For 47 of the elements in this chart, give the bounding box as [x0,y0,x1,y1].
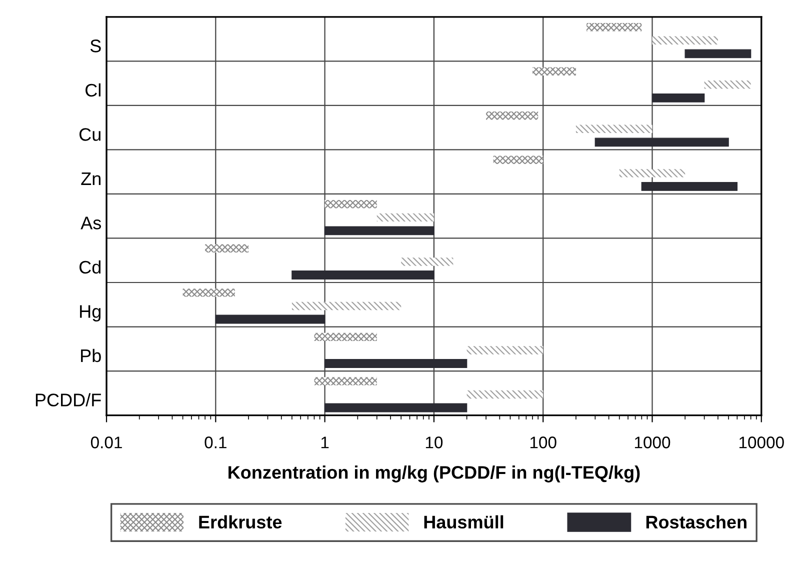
y-tick-label: Hg [80,305,100,322]
bar [641,182,738,191]
bar [652,93,705,102]
bar [314,332,377,342]
bar [493,156,544,164]
bar [619,169,686,178]
legend-label: Hausmüll [424,515,504,529]
y-tick-label: As [80,216,101,230]
bar [401,258,454,266]
bar [324,403,468,412]
bar [652,36,718,45]
bar [292,270,434,280]
bar [586,23,642,32]
bar [532,67,576,76]
y-tick-label: S [90,40,101,52]
bar [594,138,729,147]
x-axis-title: Konzentration in mg/kg (PCDD/F in ng(I-TEQ/kg) [228,466,640,482]
bar [324,200,377,208]
legend-label: Erdkruste [199,515,282,529]
bar [486,112,538,120]
x-tick-label: 10 [426,436,443,448]
bar [292,302,402,310]
bar [182,288,235,297]
bar [576,124,652,134]
y-tick-label: Cl [86,83,100,97]
bar [215,314,326,324]
legend-label: Rostaschen [646,515,746,529]
bar [324,226,434,236]
x-tick-label: 0.01 [90,436,122,448]
bar [376,213,434,222]
y-tick-label: Cu [79,128,100,141]
bar [314,377,377,386]
y-tick-label: Cd [79,260,100,274]
bar [684,49,752,58]
y-tick-label: PCDD/F [36,393,101,406]
bar [704,80,751,89]
x-tick-label: 1000 [634,436,670,448]
x-tick-label: 1 [321,436,329,448]
bar [466,346,544,354]
y-tick-label: Zn [81,172,100,185]
bar [205,244,249,253]
x-tick-label: 0.1 [204,436,226,448]
y-tick-label: Pb [81,348,101,362]
x-tick-label: 100 [530,436,556,448]
bar [466,390,544,399]
bar [324,359,468,368]
x-tick-label: 10000 [739,436,784,448]
